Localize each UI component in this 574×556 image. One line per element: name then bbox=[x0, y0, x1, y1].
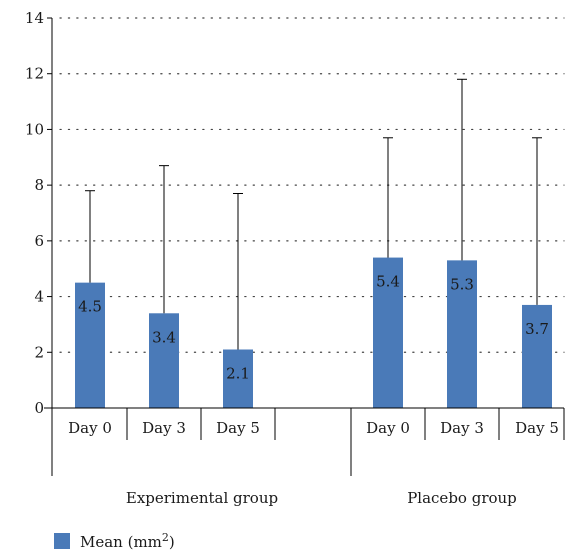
group-labels: Experimental group Placebo group bbox=[126, 489, 517, 507]
error-bars bbox=[85, 78, 542, 350]
x-category-label: Day 5 bbox=[216, 419, 260, 437]
bar bbox=[447, 260, 477, 408]
data-label: 3.4 bbox=[152, 328, 176, 346]
data-labels: 4.5 3.4 2.1 5.4 5.3 3.7 bbox=[78, 273, 549, 383]
y-tick-label: 8 bbox=[34, 176, 44, 194]
bar bbox=[373, 257, 403, 408]
x-category-label: Day 3 bbox=[440, 419, 484, 437]
x-category-label: Day 0 bbox=[68, 419, 112, 437]
bar bbox=[223, 349, 253, 408]
x-category-label: Day 5 bbox=[515, 419, 559, 437]
x-group-label: Experimental group bbox=[126, 489, 278, 507]
legend-label-superscript: 2 bbox=[162, 531, 169, 544]
y-tick-label: 10 bbox=[25, 120, 44, 138]
gridlines bbox=[59, 17, 565, 353]
y-tick-label: 12 bbox=[25, 65, 44, 83]
x-category-label: Day 3 bbox=[142, 419, 186, 437]
y-tick-label: 6 bbox=[34, 232, 44, 250]
data-label: 5.4 bbox=[376, 273, 400, 291]
legend-label-end: ) bbox=[169, 533, 175, 551]
data-label: 5.3 bbox=[450, 275, 474, 293]
bars bbox=[75, 257, 552, 408]
bar bbox=[75, 282, 105, 408]
legend-label: Mean (mm2) bbox=[80, 531, 175, 551]
bar bbox=[522, 304, 552, 408]
legend: Mean (mm2) bbox=[54, 531, 175, 551]
x-axis: Day 0 Day 3 Day 5 Day 0 Day 3 Day 5 bbox=[44, 407, 565, 476]
y-tick-label: 2 bbox=[34, 343, 44, 361]
x-group-label: Placebo group bbox=[407, 489, 517, 507]
bar bbox=[149, 313, 179, 408]
y-tick-label: 0 bbox=[34, 399, 44, 417]
data-label: 3.7 bbox=[525, 320, 549, 338]
x-category-label: Day 0 bbox=[366, 419, 410, 437]
legend-swatch bbox=[54, 533, 70, 549]
y-tick-label: 14 bbox=[25, 9, 44, 27]
y-axis-ticks: 0 2 4 6 8 10 12 14 bbox=[25, 9, 53, 417]
data-label: 2.1 bbox=[226, 365, 250, 383]
data-label: 4.5 bbox=[78, 298, 102, 316]
y-tick-label: 4 bbox=[34, 288, 44, 306]
